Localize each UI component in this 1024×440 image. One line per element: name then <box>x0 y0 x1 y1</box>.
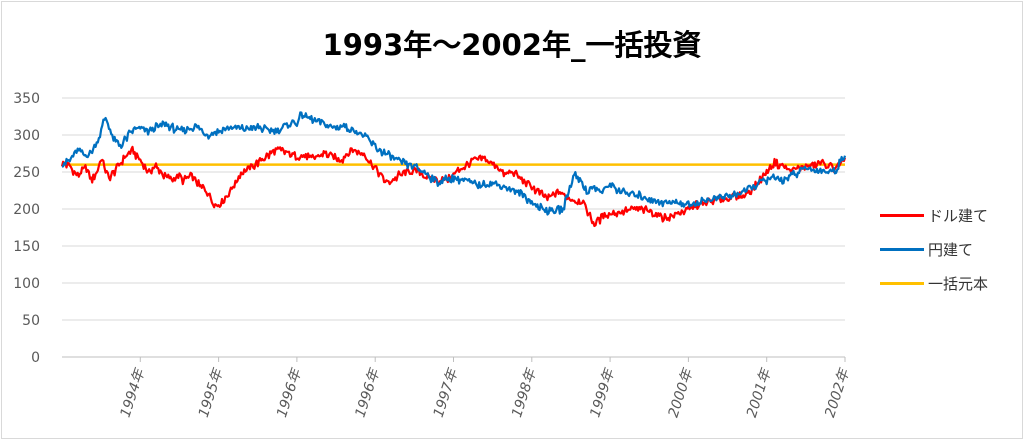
x-tick-label: 1998年 <box>509 365 540 419</box>
gridlines <box>62 97 845 358</box>
y-tick-label: 100 <box>13 276 40 292</box>
x-axis: 1994年 1995年 1996年 1996年 1997年 1998年 1999年 2000年… <box>118 357 853 419</box>
series-lines <box>60 111 847 228</box>
series-dollar-line <box>60 145 847 228</box>
y-tick-label: 350 <box>13 91 40 107</box>
y-tick-label: 200 <box>13 202 40 218</box>
legend-item-principal: 一括元本 <box>880 273 988 293</box>
x-tick-label: 1997年 <box>431 365 462 419</box>
y-tick-label: 0 <box>31 350 40 366</box>
y-tick-label: 150 <box>13 239 40 255</box>
y-tick-label: 50 <box>22 313 40 329</box>
legend-label-principal: 一括元本 <box>928 274 989 293</box>
x-tick-label: 1996年 <box>352 365 383 419</box>
legend-item-dollar: ドル建て <box>880 205 988 225</box>
legend-item-yen: 円建て <box>880 239 988 259</box>
x-tick-label: 2001年 <box>744 365 775 419</box>
x-tick-label: 1994年 <box>118 365 149 419</box>
x-tick-label: 2000年 <box>666 365 697 419</box>
legend: ドル建て 円建て 一括元本 <box>880 205 988 307</box>
legend-label-yen: 円建て <box>928 240 974 259</box>
y-axis: 0 50 100 150 200 250 300 350 <box>13 91 40 366</box>
legend-swatch-principal <box>880 281 924 285</box>
legend-label-dollar: ドル建て <box>928 206 989 225</box>
series-yen-line <box>61 111 847 216</box>
chart-title: 1993年～2002年_一括投資 <box>322 28 702 62</box>
x-tick-label: 1999年 <box>587 365 618 419</box>
y-tick-label: 300 <box>13 128 40 144</box>
x-tick-label: 1995年 <box>196 365 227 419</box>
legend-swatch-dollar <box>880 213 924 217</box>
y-tick-label: 250 <box>13 165 40 181</box>
x-tick-label: 2002年 <box>822 365 853 419</box>
x-tick-label: 1996年 <box>274 365 305 419</box>
legend-swatch-yen <box>880 247 924 251</box>
